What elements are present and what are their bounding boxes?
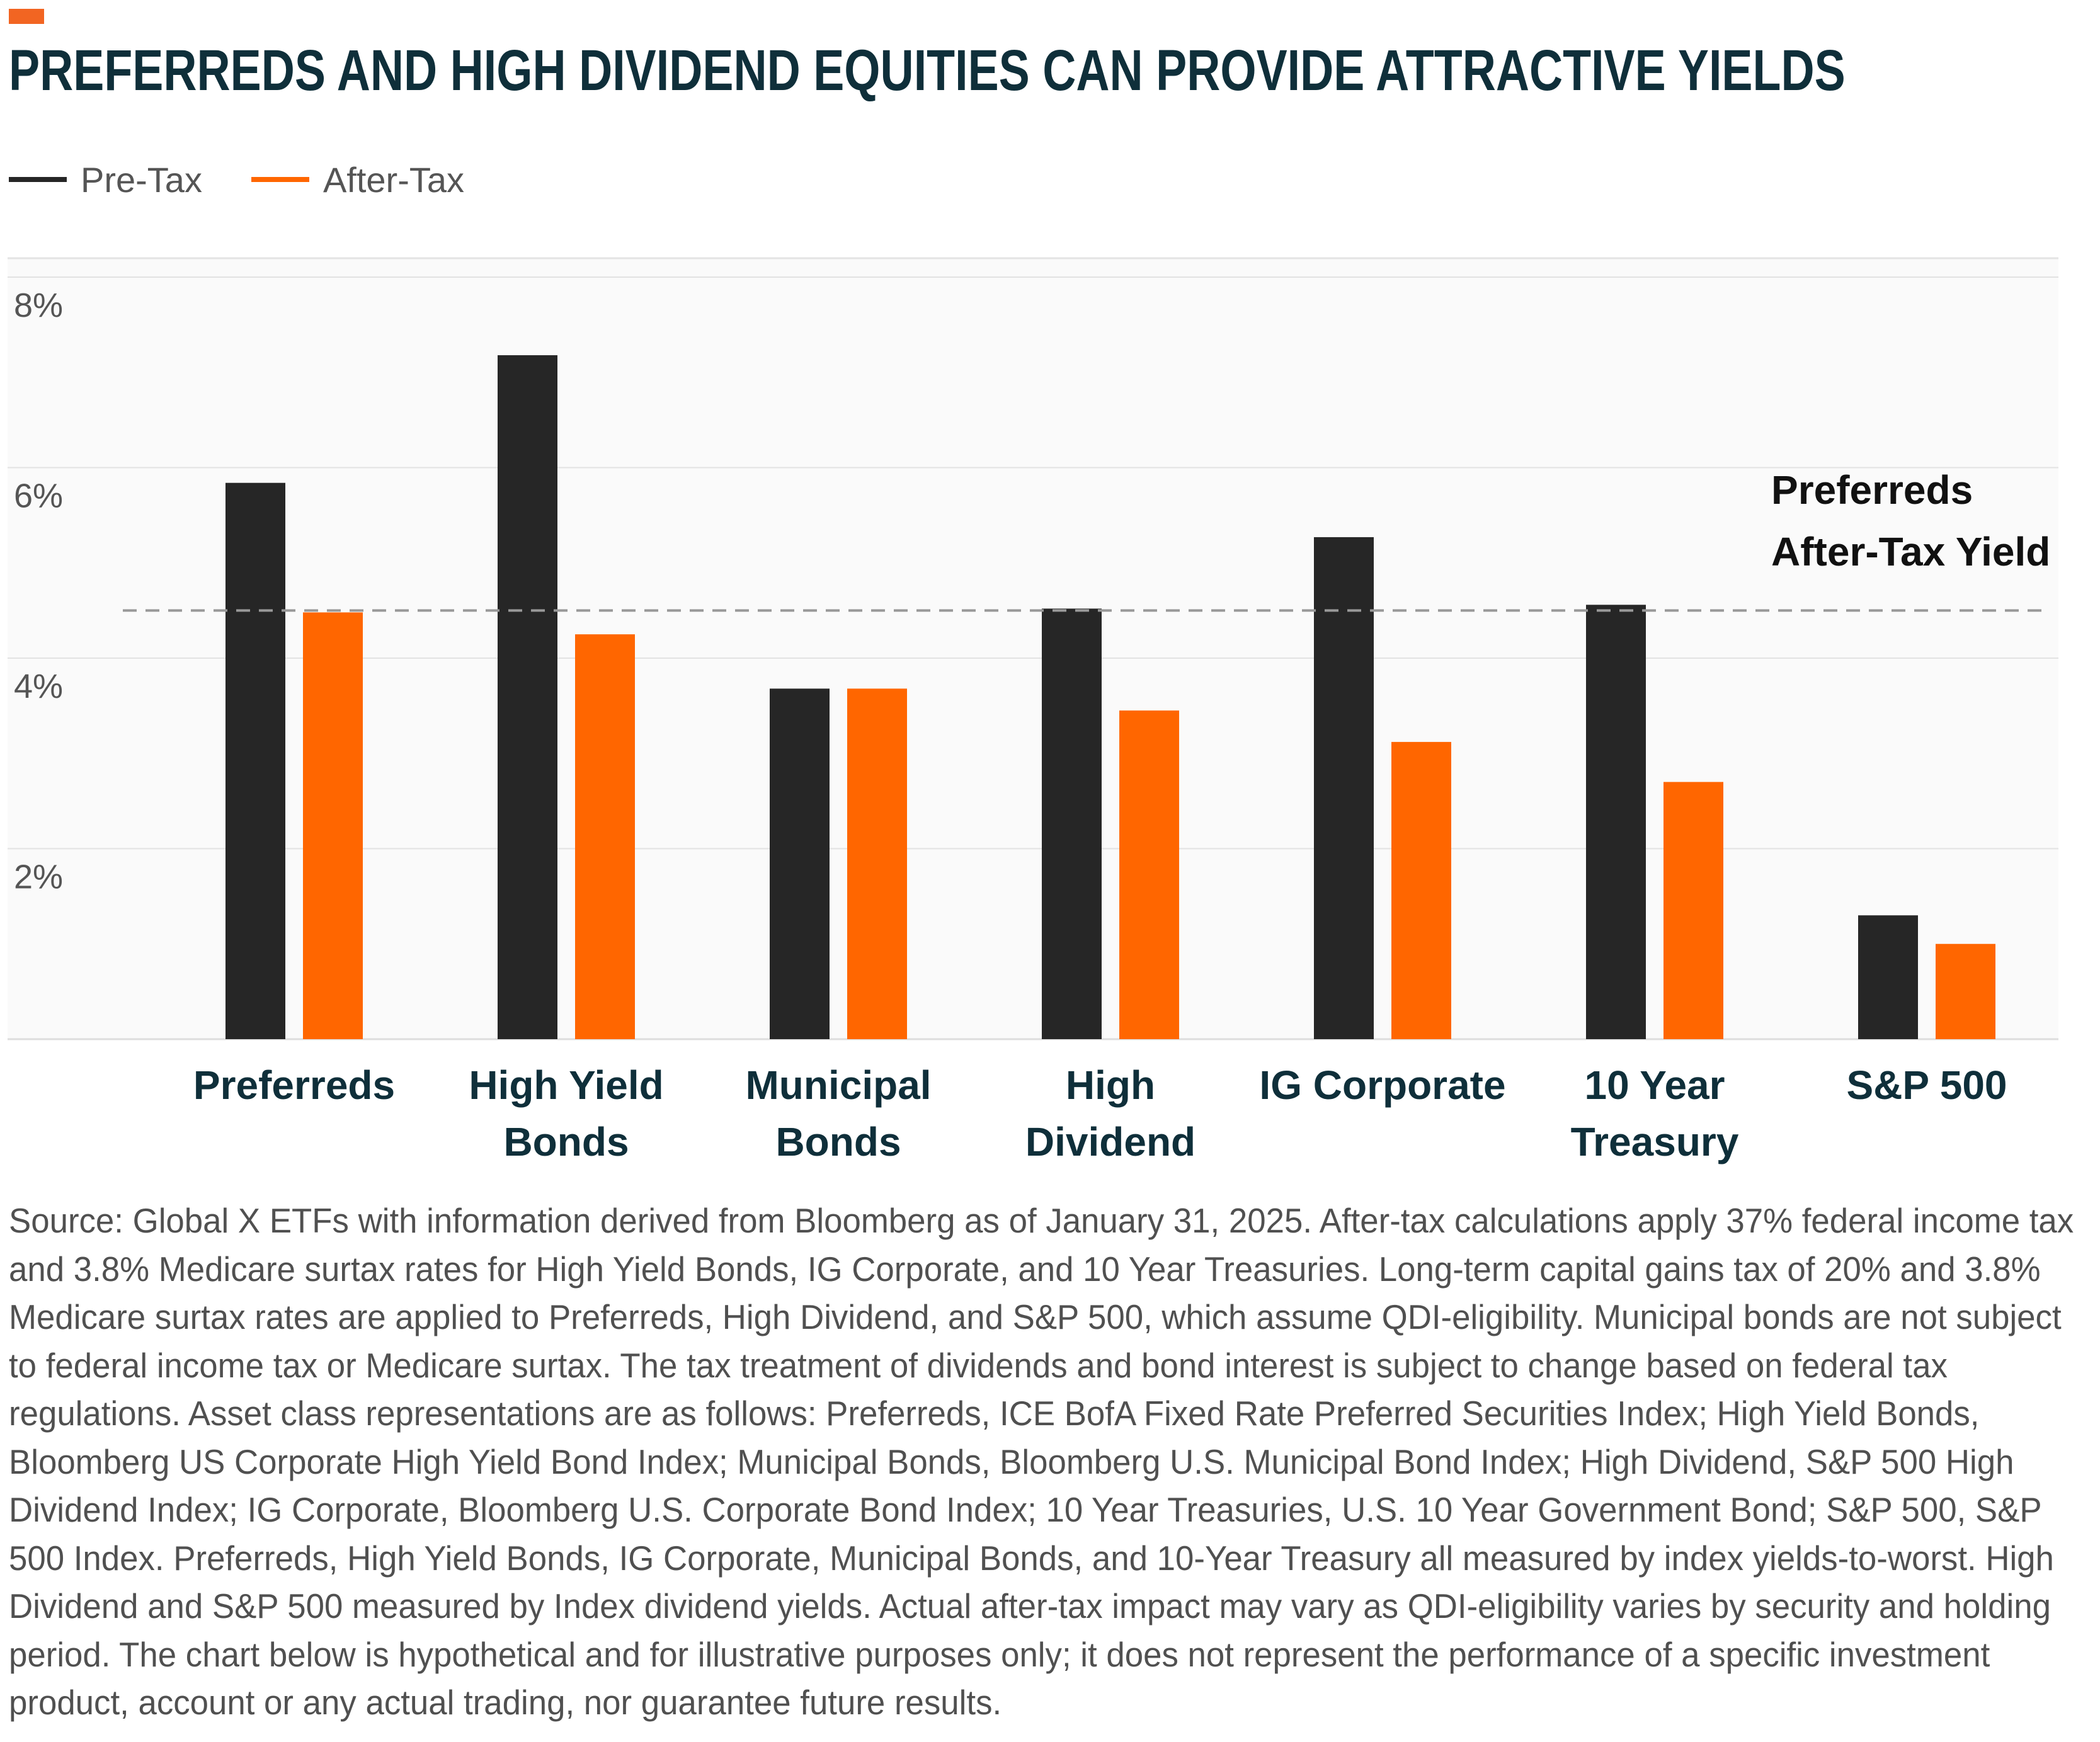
- y-tick-label: 2%: [14, 858, 63, 896]
- category-label: Municipal Bonds: [745, 1062, 931, 1164]
- category-label-line: 10 Year: [1584, 1062, 1725, 1108]
- y-tick-label: 6%: [14, 477, 63, 515]
- reference-line-label-line: After-Tax Yield: [1771, 529, 2050, 574]
- chart-title: PREFERREDS AND HIGH DIVIDEND EQUITIES CA…: [9, 38, 1846, 103]
- legend-item-pretax: Pre-Tax: [9, 159, 202, 200]
- legend-swatch-pretax: [9, 177, 67, 182]
- source-footnote: Source: Global X ETFs with information d…: [9, 1197, 2087, 1727]
- category-label: High Yield Bonds: [469, 1062, 663, 1164]
- legend-label-pretax: Pre-Tax: [81, 159, 202, 200]
- bar-aftertax: [1936, 943, 1995, 1039]
- category-label-line: IG Corporate: [1259, 1062, 1505, 1108]
- category-label-line: S&P 500: [1847, 1062, 2007, 1108]
- category-label-line: High Yield: [469, 1062, 663, 1108]
- y-tick-label: 4%: [14, 668, 63, 705]
- legend-item-aftertax: After-Tax: [251, 159, 464, 200]
- bar-aftertax: [1119, 710, 1179, 1039]
- bar-aftertax: [847, 688, 907, 1039]
- bar-pretax: [770, 688, 830, 1039]
- reference-line-label-line: Preferreds: [1771, 467, 1973, 513]
- reference-line-label: Preferreds After-Tax Yield: [1771, 467, 2050, 574]
- category-label: S&P 500: [1847, 1062, 2007, 1108]
- y-tick-label: 8%: [14, 287, 63, 324]
- category-label: 10 Year Treasury: [1571, 1062, 1739, 1164]
- legend-swatch-aftertax: [251, 177, 309, 182]
- bar-pretax: [1586, 605, 1646, 1039]
- category-label-line: Bonds: [503, 1119, 629, 1164]
- category-label-line: Preferreds: [193, 1062, 395, 1108]
- bar-aftertax: [303, 612, 363, 1039]
- category-label-line: High: [1066, 1062, 1155, 1108]
- bar-pretax: [1858, 915, 1918, 1039]
- accent-bar: [9, 9, 44, 24]
- category-label-line: Treasury: [1571, 1119, 1739, 1164]
- bar-pretax: [1314, 537, 1374, 1039]
- bar-aftertax: [575, 634, 635, 1039]
- category-label: Preferreds: [193, 1062, 395, 1108]
- bar-aftertax: [1663, 782, 1723, 1039]
- category-label-line: Dividend: [1025, 1119, 1196, 1164]
- category-label: High Dividend: [1025, 1062, 1196, 1164]
- bar-aftertax: [1391, 742, 1451, 1039]
- bar-chart: 2%4%6%8%Preferreds High Yield BondsMunicip…: [8, 257, 2058, 1164]
- legend: Pre-Tax After-Tax: [9, 157, 513, 202]
- bar-pretax: [225, 482, 285, 1039]
- category-label: IG Corporate: [1259, 1062, 1505, 1108]
- category-label-line: Bonds: [775, 1119, 901, 1164]
- bar-pretax: [1042, 608, 1102, 1039]
- footnote-text: Source: Global X ETFs with information d…: [9, 1201, 2074, 1722]
- bar-pretax: [498, 355, 557, 1039]
- category-label-line: Municipal: [745, 1062, 931, 1108]
- legend-label-aftertax: After-Tax: [322, 159, 464, 200]
